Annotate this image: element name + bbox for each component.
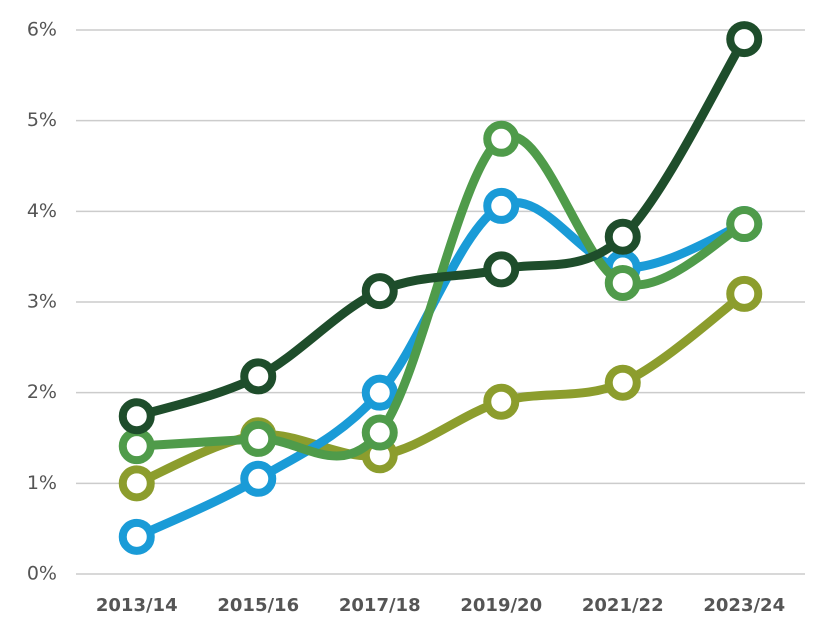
y-tick-label: 3% [27, 291, 57, 313]
x-tick-label: 2013/14 [96, 595, 178, 616]
point-marker [726, 275, 763, 312]
point-marker [483, 251, 520, 288]
point-marker [604, 264, 641, 301]
point-marker [604, 218, 641, 255]
point-marker [483, 383, 520, 420]
point-marker [726, 206, 763, 243]
point-marker [726, 21, 763, 58]
y-tick-label: 1% [27, 472, 57, 494]
point-marker [240, 460, 277, 497]
point-marker [483, 120, 520, 157]
y-tick-label: 6% [27, 19, 57, 41]
x-tick-label: 2015/16 [217, 595, 299, 616]
point-marker [604, 364, 641, 401]
y-tick-label: 4% [27, 200, 57, 222]
x-tick-label: 2017/18 [339, 595, 421, 616]
point-marker [118, 398, 155, 435]
point-marker [240, 358, 277, 395]
point-marker [361, 273, 398, 310]
point-marker [483, 187, 520, 224]
point-marker [118, 465, 155, 502]
series-line [132, 34, 749, 421]
point-marker [361, 374, 398, 411]
y-tick-label: 5% [27, 109, 57, 131]
x-tick-label: 2021/22 [582, 595, 664, 616]
y-tick-label: 0% [27, 563, 57, 585]
point-marker [118, 518, 155, 555]
x-tick-label: 2023/24 [703, 595, 785, 616]
point-marker [361, 414, 398, 451]
y-tick-label: 2% [27, 381, 57, 403]
x-tick-label: 2019/20 [460, 595, 542, 616]
point-marker [118, 428, 155, 465]
point-marker [240, 420, 277, 457]
